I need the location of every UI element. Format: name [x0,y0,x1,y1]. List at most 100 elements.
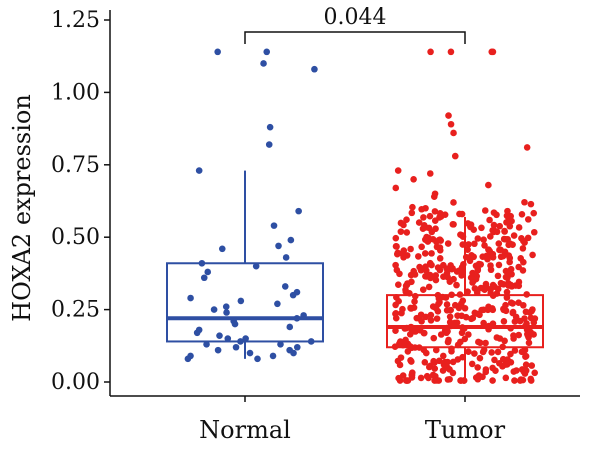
tumor-data-point [502,236,509,243]
x-axis-category-labels: Normal Tumor [199,396,506,444]
tumor-data-point [394,167,402,174]
tumor-data-point [427,48,434,56]
tumor-data-point [515,282,523,290]
normal-data-point [293,343,301,351]
box-iqr [386,294,544,349]
tumor-data-point [437,331,445,338]
normal-data-point [203,341,210,348]
tumor-data-point [482,280,490,288]
normal-data-point [184,355,192,363]
x-category-label: Normal [199,416,291,444]
tumor-data-point [407,304,414,312]
tumor-data-point [419,286,427,293]
tumor-data-point [487,266,495,274]
tumor-data-point [425,283,433,291]
tumor-data-point [399,305,406,313]
normal-data-point [232,343,240,351]
tumor-data-point [503,219,510,226]
p-value-label: 0.044 [324,5,387,30]
tumor-data-point [483,252,490,260]
tumor-data-point [531,369,539,377]
x-category-label: Tumor [425,416,506,444]
tumor-data-point [520,258,527,266]
tumor-data-point [478,224,485,232]
tumor-data-point [430,193,438,200]
tumor-data-point [392,310,400,317]
tumor-data-point [454,312,461,319]
tumor-data-point [493,211,500,219]
tumor-data-point [476,339,484,347]
tumor-data-point [507,350,514,358]
tumor-data-point [392,261,399,269]
tumor-data-point [427,317,435,324]
tumor-data-point [421,250,429,257]
tumor-data-point [489,377,496,384]
normal-data-point [286,323,294,331]
tumor-data-point [522,353,529,360]
normal-data-point [260,60,267,67]
tumor-data-point [459,297,467,305]
tumor-data-point [436,255,444,262]
tumor-data-point [429,371,437,379]
tumor-data-point [402,288,410,296]
tumor-data-point [515,331,523,339]
normal-data-point [242,335,249,342]
tumor-data-point [425,374,432,382]
tumor-data-point [501,227,508,235]
tumor-data-point [519,267,527,274]
normal-data-point [223,309,230,316]
tumor-data-point [496,222,503,230]
tumor-data-point [435,357,443,365]
normal-data-point [222,303,230,311]
tumor-data-point [418,318,425,325]
tumor-data-point [462,313,470,321]
normal-data-point [290,349,297,357]
tumor-data-point [410,175,417,183]
normal-data-point [270,222,278,229]
tumor-data-point [443,265,450,273]
tumor-data-point [474,265,482,273]
tumor-data-point [471,285,479,292]
tumor-data-point [494,348,502,356]
tumor-data-point [427,311,435,319]
normal-data-point [274,300,281,308]
tumor-data-point [509,308,517,316]
tumor-data-point [471,309,479,317]
tumor-data-point [418,205,425,213]
tumor-data-point [507,281,515,289]
normal-data-point [295,207,302,215]
tumor-data-point [402,336,409,344]
tumor-data-point [527,375,535,383]
tumor-data-point [465,331,472,338]
tumor-data-point [444,328,451,335]
tumor-data-point [480,319,487,327]
tumor-data-point [491,356,498,364]
tumor-data-point [467,221,475,228]
tumor-data-point [426,170,434,177]
tumor-data-point [510,335,517,342]
normal-data-point [277,341,284,348]
axes [109,10,580,397]
tumor-data-point [480,306,487,314]
tumor-data-point [447,120,455,128]
tumor-data-point [505,252,513,259]
tumor-data-point [475,372,483,379]
tumor-data-point [496,335,504,342]
tumor-data-point [403,216,410,224]
tumor-data-point [420,214,427,221]
tumor-data-point [397,338,404,345]
tumor-data-point [470,226,478,233]
tumor-data-point [489,48,497,56]
tumor-data-point [513,367,520,374]
tumor-data-point [492,367,499,374]
tumor-data-point [470,253,478,261]
tumor-data-point [489,254,497,261]
tumor-data-point [426,212,434,220]
tumor-data-point [418,243,425,251]
tumor-data-point [524,234,532,242]
tumor-data-point [522,361,530,368]
tumor-data-point [426,271,434,279]
y-tick-label: 0.75 [51,153,100,178]
normal-data-point [214,346,222,354]
